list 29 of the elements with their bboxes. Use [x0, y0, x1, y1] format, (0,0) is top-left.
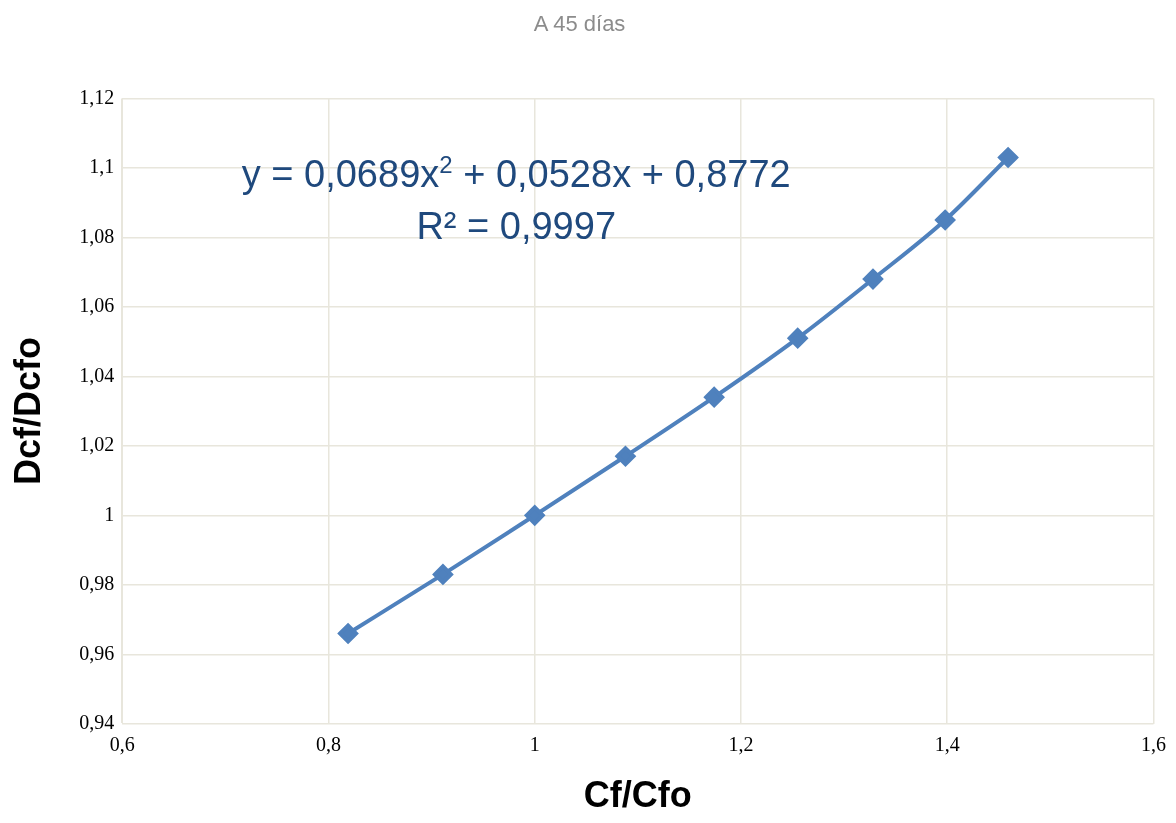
point — [998, 147, 1019, 168]
point — [862, 269, 883, 290]
annotation: R² = 0,9997 — [416, 205, 617, 248]
y-tick-label: 1,06 — [79, 294, 115, 317]
y-tick-label: 1,02 — [79, 433, 115, 456]
x-tick-label: 1,4 — [934, 733, 960, 756]
x-tick-label: 1 — [529, 733, 540, 756]
point — [935, 210, 956, 231]
y-tick-label: 1 — [104, 502, 115, 525]
y-axis-title: Dcf/Dcfo — [6, 337, 48, 486]
x-tick-label: 0,8 — [315, 733, 341, 756]
x-tick-label: 1,6 — [1141, 733, 1166, 756]
point — [432, 564, 453, 585]
chart-title: A 45 días — [533, 11, 626, 37]
point — [615, 446, 636, 467]
point — [704, 387, 725, 408]
y-tick-label: 0,96 — [79, 641, 115, 664]
x-tick-label: 1,2 — [728, 733, 754, 756]
y-tick-label: 1,04 — [79, 363, 115, 386]
y-tick-label: 1,12 — [79, 85, 115, 108]
x-tick-label: 0,6 — [109, 733, 135, 756]
y-tick-label: 1,08 — [79, 224, 115, 247]
x-axis-title: Cf/Cfo — [583, 774, 692, 816]
point — [338, 623, 359, 644]
point — [787, 328, 808, 349]
y-tick-label: 1,1 — [89, 155, 115, 178]
point — [524, 505, 545, 526]
y-tick-label: 0,98 — [79, 572, 115, 595]
y-tick-label: 0,94 — [79, 711, 115, 734]
